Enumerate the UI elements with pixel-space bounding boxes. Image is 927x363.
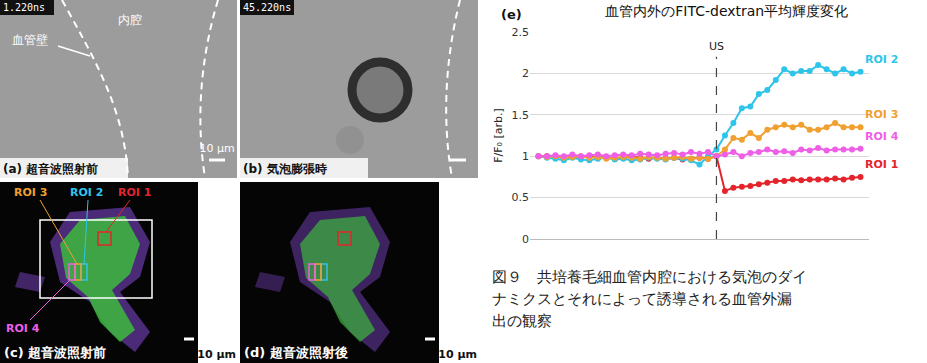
svg-text:US: US xyxy=(709,40,724,53)
svg-text:血管壁: 血管壁 xyxy=(12,33,48,47)
svg-text:1: 1 xyxy=(522,150,529,163)
svg-text:ROI 1: ROI 1 xyxy=(865,158,898,171)
svg-text:血管内外のFITC-dextran平均輝度変化: 血管内外のFITC-dextran平均輝度変化 xyxy=(605,3,848,19)
svg-text:10 μm: 10 μm xyxy=(197,348,236,361)
svg-text:(a) 超音波照射前: (a) 超音波照射前 xyxy=(3,162,98,176)
svg-text:内腔: 内腔 xyxy=(118,13,142,27)
svg-text:ROI 3: ROI 3 xyxy=(14,186,47,199)
html-text:図９ 共培養毛細血管内腔における気泡のダイ: 図９ 共培養毛細血管内腔における気泡のダイ xyxy=(492,268,807,286)
svg-text:F/F₀ [arb.]: F/F₀ [arb.] xyxy=(492,108,505,163)
svg-text:ROI 2: ROI 2 xyxy=(865,53,898,66)
svg-text:2.5: 2.5 xyxy=(512,26,530,39)
svg-text:10 μm: 10 μm xyxy=(199,142,234,155)
html-text:出の観察: 出の観察 xyxy=(492,312,552,330)
svg-text:ROI 3: ROI 3 xyxy=(865,108,898,121)
svg-text:2: 2 xyxy=(522,67,529,80)
svg-text:(b) 気泡膨張時: (b) 気泡膨張時 xyxy=(243,162,327,176)
svg-text:45.220ns: 45.220ns xyxy=(243,2,291,13)
svg-text:(c) 超音波照射前: (c) 超音波照射前 xyxy=(4,345,106,360)
svg-text:0.5: 0.5 xyxy=(512,191,530,204)
svg-text:10 μm: 10 μm xyxy=(438,348,477,361)
svg-text:ROI 4: ROI 4 xyxy=(865,130,899,143)
html-text:ナミクスとそれによって誘導される血管外漏: ナミクスとそれによって誘導される血管外漏 xyxy=(492,290,792,308)
svg-text:ROI 1: ROI 1 xyxy=(118,186,151,199)
svg-text:1.220ns: 1.220ns xyxy=(3,2,45,13)
svg-text:1.5: 1.5 xyxy=(512,109,530,122)
svg-text:ROI 4: ROI 4 xyxy=(6,322,40,335)
svg-text:ROI 2: ROI 2 xyxy=(70,186,103,199)
svg-text:(d) 超音波照射後: (d) 超音波照射後 xyxy=(244,345,348,360)
svg-text:(e): (e) xyxy=(501,7,522,22)
svg-text:0: 0 xyxy=(522,233,529,246)
